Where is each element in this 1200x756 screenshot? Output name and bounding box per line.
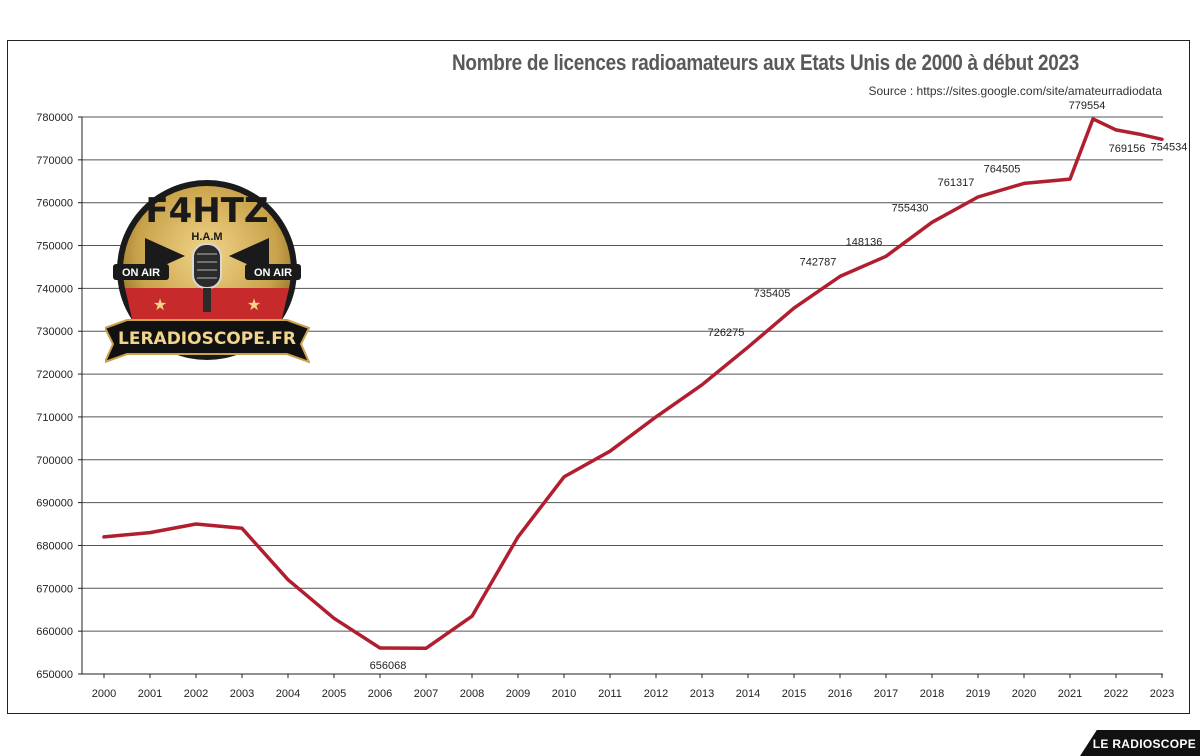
y-tick-label: 720000	[36, 369, 73, 381]
x-tick-label: 2011	[598, 688, 622, 700]
x-tick-label: 2009	[506, 688, 530, 700]
microphone-icon	[192, 243, 222, 312]
logo-on-air-left: ON AIR	[122, 267, 160, 279]
data-labels: 656068 726275 735405 742787 148136 755430 7613…	[370, 100, 1188, 672]
y-tick-label: 700000	[36, 455, 73, 467]
y-tick-label: 710000	[36, 412, 73, 424]
x-tick-label: 2010	[552, 688, 576, 700]
data-label: 148136	[846, 236, 883, 248]
x-tick-label: 2020	[1012, 688, 1036, 700]
x-tick-label: 2004	[276, 688, 300, 700]
x-tick-label: 2012	[644, 688, 668, 700]
logo-callsign: F4HTZ	[145, 191, 268, 231]
y-tick-label: 660000	[36, 626, 73, 638]
chart-frame	[7, 40, 1190, 714]
axes	[78, 116, 1163, 678]
logo-star-right-icon: ★	[247, 297, 261, 314]
x-tick-label: 2008	[460, 688, 484, 700]
logo-on-air-right-bg	[245, 264, 301, 280]
x-tick-label: 2000	[92, 688, 116, 700]
logo-site: LERADIOSCOPE.FR	[118, 329, 296, 349]
x-tick-label: 2002	[184, 688, 208, 700]
x-tick-label: 2013	[690, 688, 714, 700]
logo-on-air-right: ON AIR	[254, 267, 292, 279]
y-tick-label: 730000	[36, 326, 73, 338]
logo-star-left-icon: ★	[153, 297, 167, 314]
data-label: 769156	[1109, 143, 1146, 155]
data-label: 754534	[1151, 141, 1188, 153]
data-label: 779554	[1069, 100, 1106, 112]
x-tick-label: 2003	[230, 688, 254, 700]
y-tick-label: 740000	[36, 283, 73, 295]
x-tick-label: 2001	[138, 688, 162, 700]
y-tick-label: 690000	[36, 498, 73, 510]
x-tick-label: 2014	[736, 688, 760, 700]
data-label: 761317	[938, 177, 975, 189]
radioscope-logo: ON AIR ON AIR F4HTZ H.A.M ★ ★ LERADIOSCO…	[105, 180, 310, 364]
x-tick-label: 2005	[322, 688, 346, 700]
y-tick-label: 760000	[36, 198, 73, 210]
x-tick-label: 2015	[782, 688, 806, 700]
data-label: 755430	[892, 202, 929, 214]
y-tick-label: 770000	[36, 155, 73, 167]
y-tick-label: 670000	[36, 583, 73, 595]
logo-on-air-left-bg	[113, 264, 169, 280]
x-tick-label: 2023	[1150, 688, 1174, 700]
logo-ham: H.A.M	[191, 231, 222, 243]
data-label: 735405	[754, 288, 791, 300]
y-tick-labels: 650000 660000 670000 680000 690000 700000 7100…	[36, 112, 73, 681]
x-tick-label: 2016	[828, 688, 852, 700]
x-tick-label: 2021	[1058, 688, 1082, 700]
x-tick-label: 2007	[414, 688, 438, 700]
y-tick-label: 750000	[36, 241, 73, 253]
brand-label: LE RADIOSCOPE	[1092, 737, 1196, 751]
data-label: 656068	[370, 660, 407, 672]
series-line	[102, 117, 1164, 651]
x-tick-label: 2018	[920, 688, 944, 700]
x-tick-labels: 2000 2001 2002 2003 2004 2005 2006 2007 2008 2009…	[92, 688, 1174, 700]
x-tick-label: 2022	[1104, 688, 1128, 700]
logo-lightning	[145, 238, 269, 274]
x-tick-label: 2017	[874, 688, 898, 700]
chart-title: Nombre de licences radioamateurs aux Eta…	[452, 50, 1080, 75]
x-tick-label: 2019	[966, 688, 990, 700]
y-tick-label: 650000	[36, 669, 73, 681]
logo-banner	[105, 319, 310, 364]
y-tick-label: 780000	[36, 112, 73, 124]
chart-source: Source : https://sites.google.com/site/a…	[868, 84, 1163, 98]
y-tick-label: 680000	[36, 540, 73, 552]
series	[102, 117, 1164, 651]
data-label: 726275	[708, 327, 745, 339]
data-label: 742787	[800, 256, 837, 268]
x-tick-label: 2006	[368, 688, 392, 700]
data-label: 764505	[984, 163, 1021, 175]
brand-tag	[1080, 730, 1200, 756]
